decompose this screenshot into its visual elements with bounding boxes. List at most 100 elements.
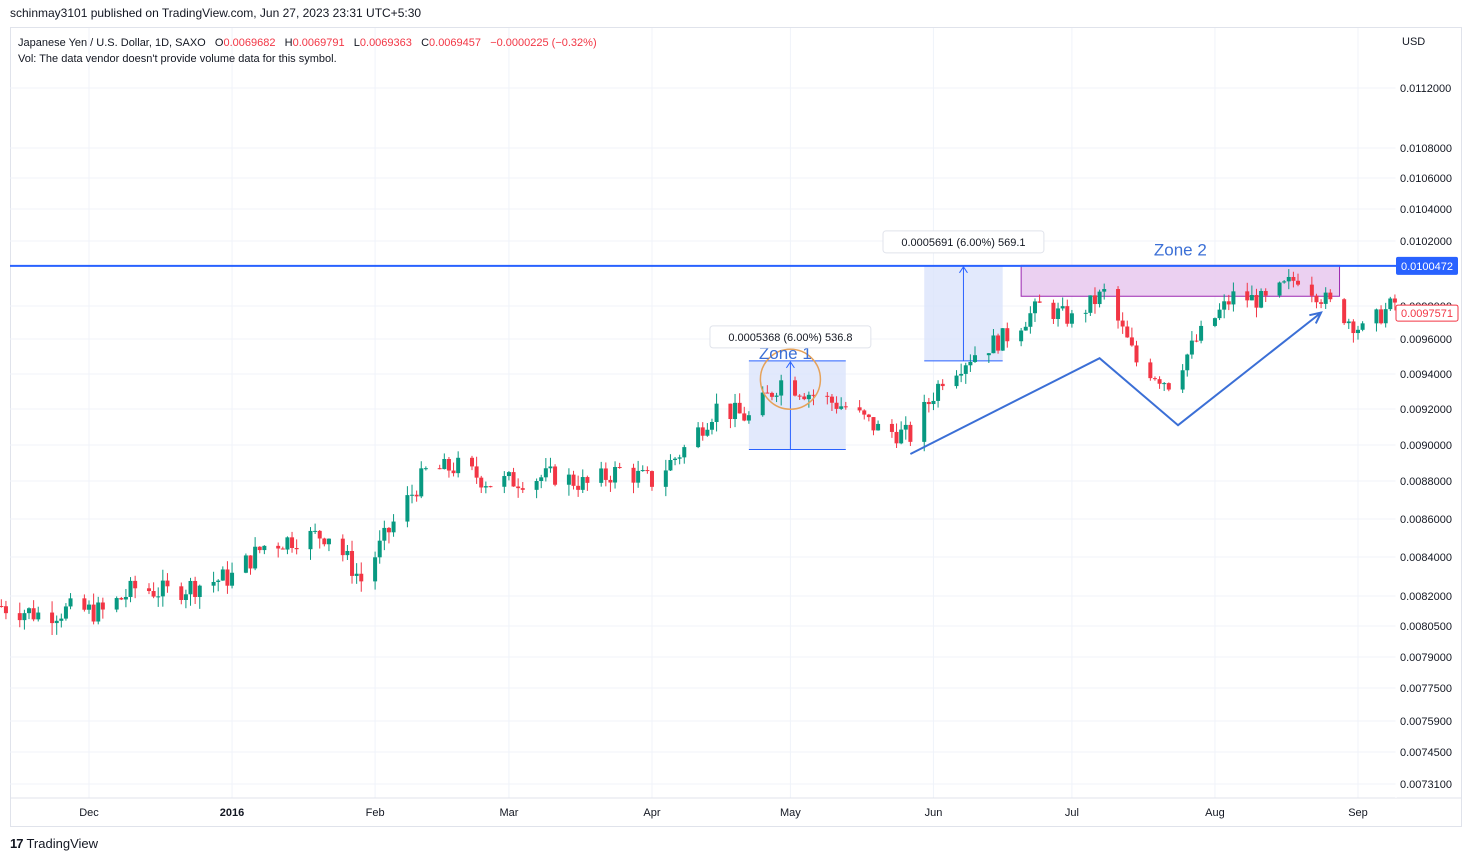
candle-up [663, 470, 668, 487]
candle-up [746, 415, 751, 421]
candle-down [1296, 280, 1301, 285]
candle-up [114, 598, 119, 610]
candle-down [1037, 301, 1042, 303]
highlight-circle [759, 348, 822, 410]
candle-up [733, 402, 738, 420]
candle-up [922, 401, 927, 442]
open-value: 0.0069682 [223, 37, 276, 49]
candle-down [82, 598, 87, 610]
candle-up [779, 380, 784, 396]
x-tick-label: Jul [1065, 807, 1079, 819]
candle-down [1351, 321, 1356, 334]
candle-up [216, 580, 221, 582]
candle-up [22, 613, 27, 621]
candle-up [1259, 290, 1264, 308]
footer-brand[interactable]: 17 TradingView [10, 836, 98, 851]
y-tick-label: 0.0108000 [1400, 143, 1452, 155]
candle-up [668, 460, 673, 471]
candle-down [857, 407, 862, 411]
candle-up [156, 596, 161, 598]
candle-down [1245, 291, 1250, 301]
candle-down [797, 395, 802, 397]
candle-down [571, 474, 576, 486]
candle-up [345, 550, 350, 556]
measure1-arrow-head [785, 360, 795, 369]
candle-up [96, 602, 101, 622]
candle-up [677, 457, 682, 459]
candle-down [908, 424, 913, 442]
candle-down [257, 546, 262, 551]
x-tick-label: Sep [1348, 807, 1368, 819]
candle-down [926, 401, 931, 405]
candle-up [774, 395, 779, 397]
candle-up [354, 573, 359, 576]
candle-up [197, 585, 202, 597]
candle-up [483, 486, 488, 488]
candle-down [742, 413, 747, 421]
candle-down [1152, 378, 1157, 380]
candle-down [1392, 298, 1397, 303]
candle-down [17, 613, 22, 621]
candle-down [834, 402, 839, 409]
x-tick-label: Aug [1205, 807, 1225, 819]
candle-up [931, 400, 936, 405]
candle-up [419, 468, 424, 497]
candle-up [1212, 318, 1217, 326]
y-tick-label: 0.0086000 [1400, 514, 1452, 526]
candle-down [91, 604, 96, 622]
candle-down [31, 608, 36, 620]
symbol-name[interactable]: Japanese Yen / U.S. Dollar, 1D, SAXO [18, 37, 206, 49]
candle-up [1346, 321, 1351, 324]
y-tick-label: 0.0092000 [1400, 404, 1452, 416]
candle-up [405, 495, 410, 522]
candle-up [220, 569, 225, 581]
candle-down [1342, 299, 1347, 324]
zone1-box [748, 360, 846, 450]
x-tick-label: Apr [643, 807, 660, 819]
candle-up [183, 594, 188, 600]
candle-down [843, 406, 848, 408]
legend-ohlc-row: Japanese Yen / U.S. Dollar, 1D, SAXO O0.… [18, 35, 597, 51]
candle-down [294, 547, 299, 550]
measure1-tooltip-text: 0.0005368 (6.00%) 536.8 [728, 332, 852, 344]
candle-up [636, 470, 641, 483]
candle-up [285, 537, 290, 550]
candle-down [728, 403, 733, 420]
candle-up [714, 403, 719, 423]
candle-down [1379, 309, 1384, 324]
candle-up [539, 477, 544, 482]
candle-up [1231, 291, 1236, 305]
candle-up [230, 572, 235, 586]
candle-down [350, 550, 355, 576]
candle-down [520, 488, 525, 490]
candle-up [566, 474, 571, 485]
candle-up [1102, 289, 1107, 292]
candle-down [386, 527, 391, 533]
candle-down [290, 537, 295, 548]
candle-down [866, 414, 871, 418]
chart-frame [10, 27, 1462, 827]
candle-up [534, 481, 539, 490]
candle-up [253, 546, 258, 569]
candle-up [682, 447, 687, 458]
measure1-tooltip-box [709, 325, 872, 349]
candle-down [50, 612, 55, 624]
candle-up [188, 580, 193, 595]
y-tick-label: 0.0073100 [1400, 779, 1452, 791]
candle-down [322, 538, 327, 545]
candle-down [1129, 337, 1134, 346]
candle-down [359, 573, 364, 582]
candle-down [1309, 284, 1314, 296]
candle-up [599, 468, 604, 483]
candle-up [160, 580, 165, 597]
y-tick-label: 0.0079000 [1400, 652, 1452, 664]
y-tick-label: 0.0094000 [1400, 369, 1452, 381]
brand-name: TradingView [26, 836, 99, 851]
y-tick-label: 0.0088000 [1400, 476, 1452, 488]
candle-up [128, 580, 133, 597]
candle-up [1056, 308, 1061, 319]
y-tick-label: 0.0106000 [1400, 173, 1452, 185]
candle-up [87, 604, 91, 610]
candle-up [313, 530, 318, 532]
